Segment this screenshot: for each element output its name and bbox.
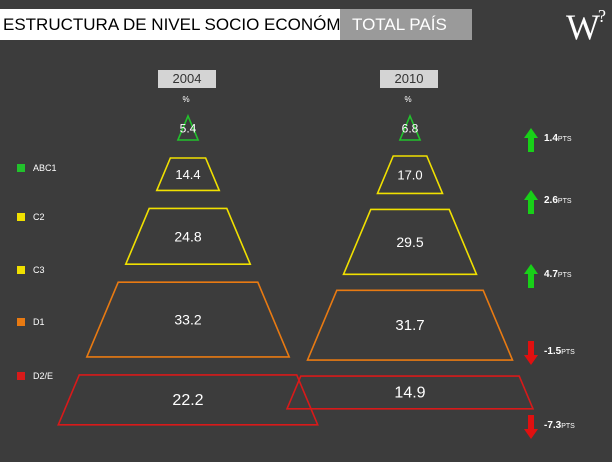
- value-label-c2-2004: 14.4: [175, 167, 200, 182]
- legend-label: C2: [33, 212, 45, 222]
- change-unit: PTS: [561, 349, 575, 356]
- legend-label: ABC1: [33, 163, 57, 173]
- legend-label: D2/E: [33, 371, 54, 381]
- value-label-d1-2004: 33.2: [174, 312, 201, 328]
- scope-label: TOTAL PAÍS: [340, 9, 472, 40]
- arrow-up-icon: [524, 264, 538, 288]
- level-c3-2004: [124, 207, 252, 265]
- change-value: -1.5: [544, 346, 562, 357]
- level-d2-e-2010: [285, 375, 535, 410]
- legend-swatch: [17, 164, 25, 172]
- unit-label-2010: %: [404, 95, 412, 104]
- change-unit: PTS: [557, 198, 572, 205]
- year-label-2010: 2010: [380, 70, 438, 88]
- level-d2-e-2004: [57, 374, 319, 426]
- value-label-c2-2010: 17.0: [397, 168, 422, 183]
- change-label: -7.3PTS: [544, 420, 575, 431]
- legend-swatch: [17, 318, 25, 326]
- change-label: 4.7PTS: [544, 269, 572, 280]
- year-label-2004: 2004: [158, 70, 216, 88]
- value-label-abc1-2004: 5.4: [180, 121, 197, 135]
- value-label-abc1-2010: 6.8: [402, 121, 419, 135]
- legend-swatch: [17, 266, 25, 274]
- level-c3-2010: [342, 208, 478, 276]
- value-label-c3-2004: 24.8: [174, 228, 201, 244]
- arrow-up-icon: [524, 128, 538, 152]
- change-value: 1.4: [544, 133, 558, 144]
- change-label: -1.5PTS: [544, 346, 575, 357]
- arrow-down-icon: [524, 341, 538, 365]
- change-label: 2.6PTS: [544, 195, 572, 206]
- legend-swatch: [17, 372, 25, 380]
- level-d1-2010: [306, 289, 514, 361]
- level-c2-2010: [376, 155, 444, 195]
- logo-mark: ?: [598, 6, 606, 26]
- brand-logo: W ?: [566, 6, 610, 47]
- change-value: -7.3: [544, 420, 562, 431]
- level-abc1-2010: [398, 113, 422, 141]
- level-c2-2004: [155, 157, 221, 192]
- value-label-d2-e-2010: 14.9: [394, 384, 425, 401]
- legend-label: C3: [33, 265, 45, 275]
- level-abc1-2004: [176, 113, 200, 141]
- unit-label-2004: %: [182, 95, 190, 104]
- logo-letter: W: [566, 7, 600, 47]
- change-value: 4.7: [544, 269, 558, 280]
- value-label-c3-2010: 29.5: [396, 234, 423, 250]
- value-label-d2-e-2004: 22.2: [172, 392, 203, 409]
- chart-title: ESTRUCTURA DE NIVEL SOCIO ECONÓMICO: [0, 9, 341, 40]
- arrow-up-icon: [524, 190, 538, 214]
- legend-label: D1: [33, 317, 45, 327]
- change-unit: PTS: [557, 136, 572, 143]
- value-label-d1-2010: 31.7: [395, 317, 424, 334]
- arrow-down-icon: [524, 415, 538, 439]
- change-label: 1.4PTS: [544, 133, 572, 144]
- change-value: 2.6: [544, 195, 558, 206]
- change-unit: PTS: [557, 272, 572, 279]
- level-d1-2004: [85, 281, 291, 358]
- change-unit: PTS: [561, 423, 575, 430]
- legend-swatch: [17, 213, 25, 221]
